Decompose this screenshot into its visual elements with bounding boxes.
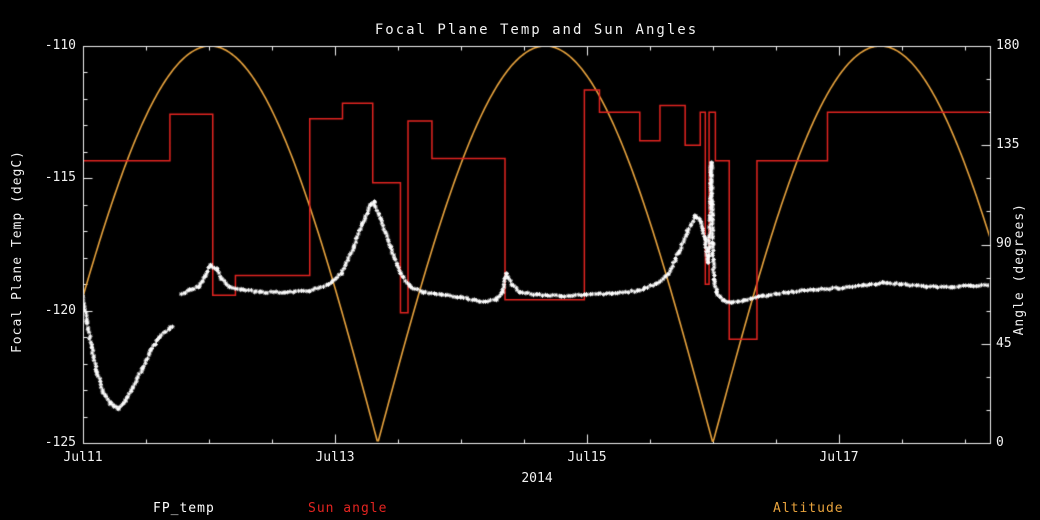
legend-fp-temp: FP_temp: [153, 501, 215, 516]
legend-sun-angle: Sun angle: [308, 501, 387, 516]
xtick-jul11: Jul11: [53, 450, 113, 465]
ytick-right-180: 180: [996, 38, 1040, 53]
ytick-left-125: -125: [18, 435, 76, 450]
y-axis-left-title: Focal Plane Temp (degC): [10, 150, 25, 353]
x-axis-title: 2014: [496, 471, 578, 486]
chart-title: Focal Plane Temp and Sun Angles: [83, 22, 990, 38]
chart-window: Focal Plane Temp and Sun Angles -110 -11…: [0, 0, 1040, 520]
xtick-jul15: Jul15: [557, 450, 617, 465]
y-axis-right-title: Angle (degrees): [1012, 203, 1027, 335]
ytick-right-45: 45: [996, 336, 1040, 351]
xtick-jul13: Jul13: [305, 450, 365, 465]
ytick-right-0: 0: [996, 435, 1040, 450]
ytick-left-115: -115: [18, 170, 76, 185]
xtick-jul17: Jul17: [809, 450, 869, 465]
ytick-right-135: 135: [996, 137, 1040, 152]
legend-altitude: Altitude: [773, 501, 844, 516]
ytick-left-110: -110: [18, 38, 76, 53]
ytick-left-120: -120: [18, 303, 76, 318]
plot-canvas: [0, 0, 1040, 520]
